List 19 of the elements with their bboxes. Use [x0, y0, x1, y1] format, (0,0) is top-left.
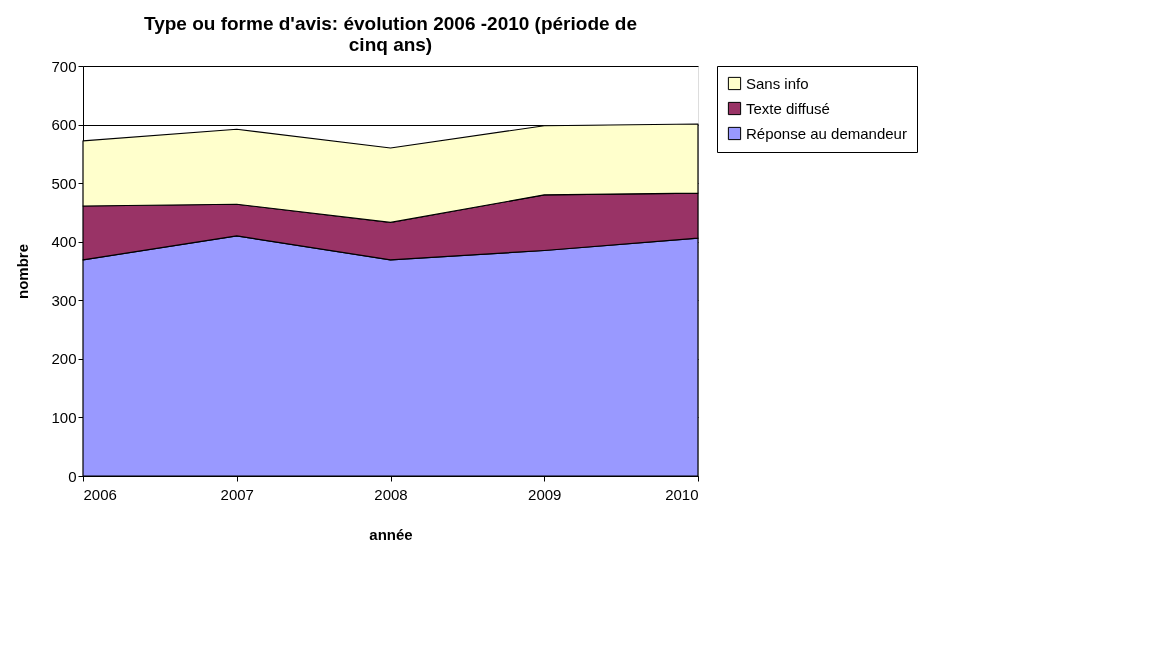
x-tick-label: 2007 — [220, 485, 254, 503]
x-tick-label: 2008 — [374, 485, 408, 503]
y-axis-title: nombre — [14, 243, 32, 300]
y-tick-label: 300 — [51, 291, 77, 309]
y-tick-label: 400 — [51, 233, 77, 251]
y-tick-label: 100 — [51, 408, 77, 426]
chart-title: Type ou forme d'avis: évolution 2006 -2010 (période de cinq ans) — [143, 13, 638, 55]
y-tick-label: 700 — [51, 57, 77, 75]
legend-label: Sans info — [746, 74, 809, 92]
legend-label: Réponse au demandeur — [746, 124, 907, 142]
y-tick-label: 200 — [51, 350, 77, 368]
x-tick-label: 2009 — [528, 485, 562, 503]
legend-label: Texte diffusé — [746, 99, 830, 117]
x-tick-label: 2010 — [665, 485, 699, 503]
y-tick-label: 0 — [68, 467, 77, 485]
x-axis-title: année — [369, 525, 413, 543]
y-tick-label: 500 — [51, 174, 77, 192]
x-tick-label: 2006 — [83, 485, 117, 503]
y-tick-label: 600 — [51, 116, 77, 134]
